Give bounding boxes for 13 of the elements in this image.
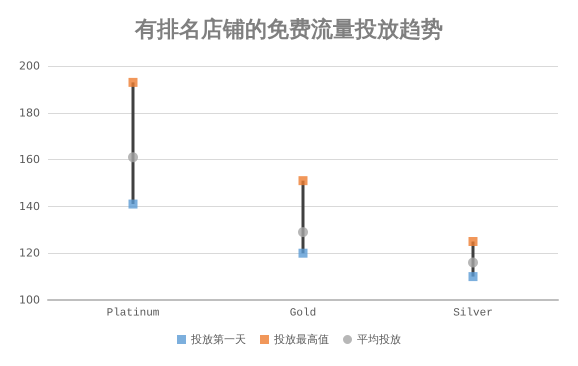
y-tick-label: 160 <box>19 153 40 166</box>
legend-label: 投放最高值 <box>273 333 329 346</box>
y-tick-label: 100 <box>19 294 40 306</box>
x-tick-label: Gold <box>290 308 316 320</box>
x-tick-label: Platinum <box>106 308 160 320</box>
y-tick-label: 120 <box>19 246 40 260</box>
x-tick-label: Silver <box>453 308 493 320</box>
chart-title: 有排名店铺的免费流量投放趋势 <box>134 16 443 42</box>
y-tick-label: 140 <box>19 200 40 213</box>
y-tick-label: 180 <box>19 106 40 120</box>
y-tick-label: 200 <box>19 60 40 72</box>
legend-label: 投放第一天 <box>190 333 246 346</box>
legend-label: 平均投放 <box>357 333 401 346</box>
